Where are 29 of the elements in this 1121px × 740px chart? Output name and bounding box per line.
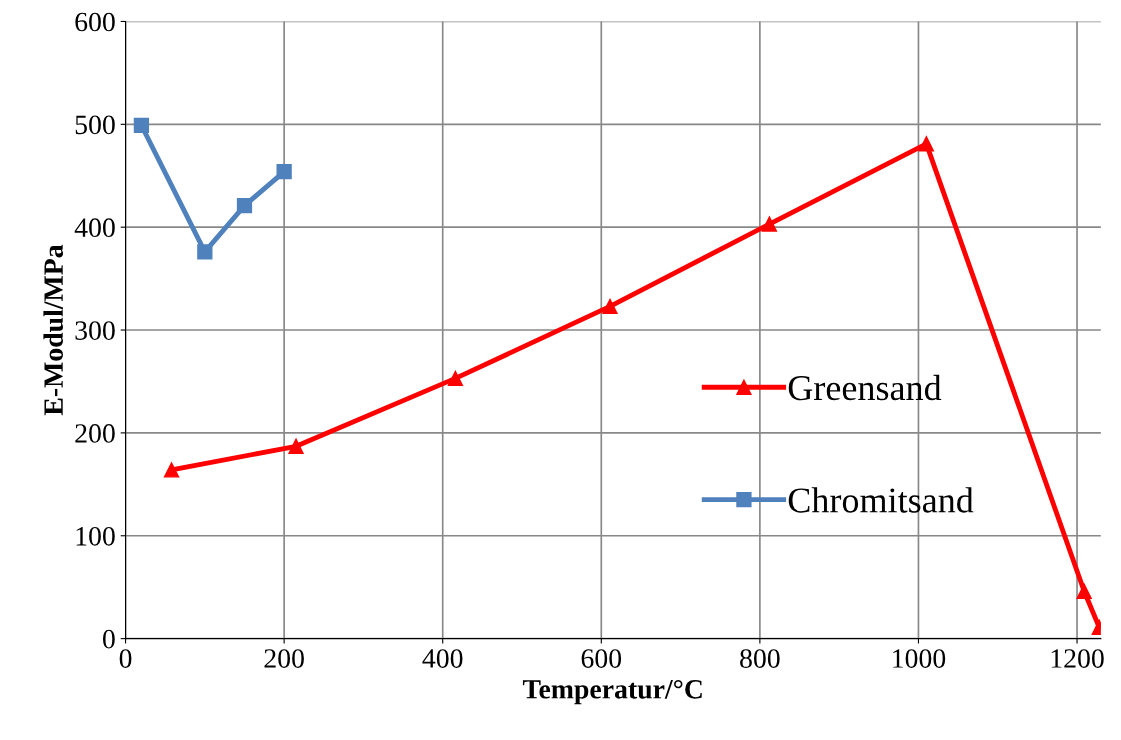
- x-tick-label: 800: [740, 649, 780, 668]
- legend-label: Chromitsand: [788, 487, 974, 513]
- y-tick-label: 300: [75, 321, 115, 340]
- point: [236, 197, 253, 214]
- y-axis-title: E-Modul/MPa: [43, 244, 64, 416]
- x-tick-label: 1000: [893, 649, 946, 668]
- x-tick-label: 400: [422, 649, 463, 668]
- x-tick-label: 0: [119, 649, 132, 668]
- legend-label: Greensand: [788, 374, 942, 401]
- point: [447, 370, 464, 387]
- x-tick-label: 1200: [1051, 649, 1104, 668]
- point: [1076, 583, 1092, 599]
- y-tick-label: 500: [75, 115, 115, 135]
- y-tick-label: 100: [76, 526, 115, 546]
- point: [197, 244, 213, 260]
- y-tick-label: 400: [74, 218, 115, 238]
- point: [288, 438, 304, 454]
- point: [163, 462, 180, 478]
- point: [918, 136, 935, 152]
- y-tick-label: 600: [75, 12, 115, 32]
- y-tick-label: 0: [103, 629, 115, 649]
- x-tick-label: 200: [264, 649, 304, 668]
- point: [133, 117, 150, 133]
- point: [602, 298, 618, 315]
- x-axis-title: Temperatur/°C: [522, 679, 702, 705]
- point: [276, 163, 292, 180]
- x-tick-label: 600: [581, 649, 622, 668]
- point: [761, 216, 778, 232]
- y-tick-label: 200: [75, 424, 115, 443]
